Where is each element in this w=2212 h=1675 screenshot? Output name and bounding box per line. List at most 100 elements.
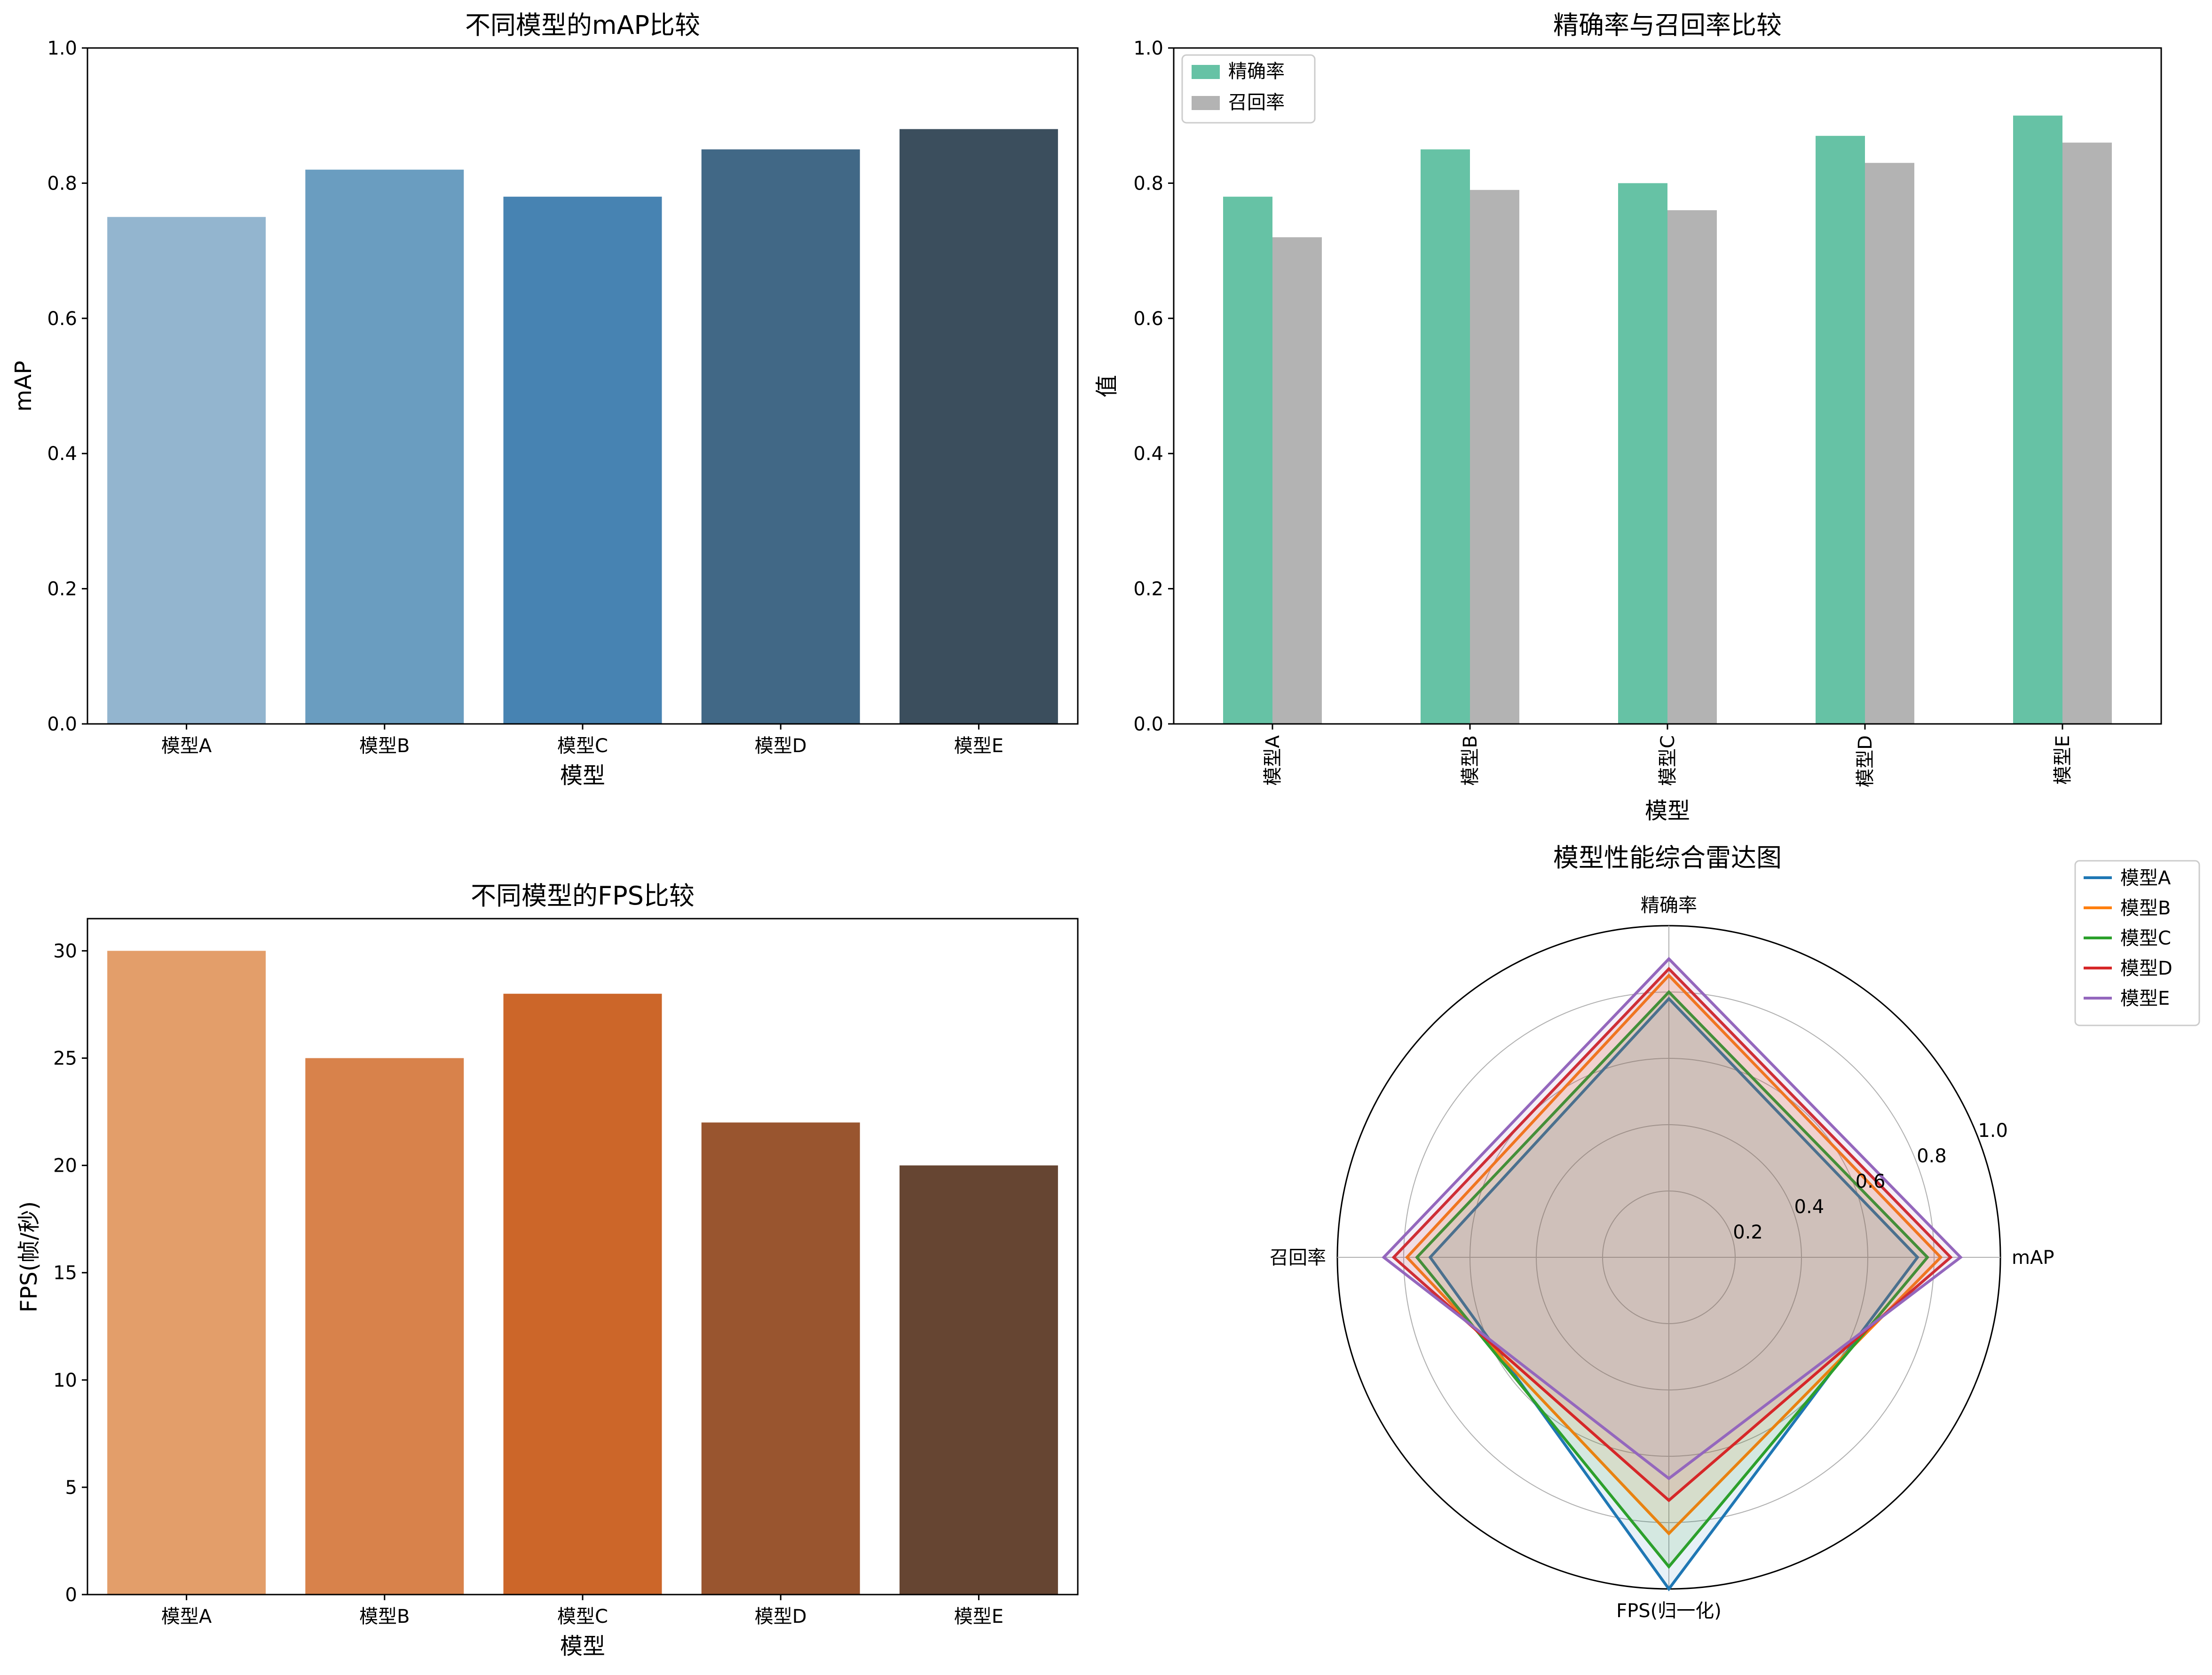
map-y-tick-label: 0.4 <box>47 443 77 465</box>
pr-bar-precision <box>1816 135 1865 724</box>
pr-axes-frame <box>1173 47 2162 725</box>
pr-y-tick-label: 0.0 <box>1133 714 1163 735</box>
fps-y-tick-label: 0 <box>65 1584 77 1606</box>
fps-x-tick-label: 模型C <box>557 1606 608 1627</box>
radar-legend-label-3: 模型C <box>2120 928 2171 949</box>
fps-y-tick-label: 10 <box>53 1370 77 1391</box>
pr-x-tick-label: 模型B <box>1460 735 1481 786</box>
fps-x-tick-label: 模型D <box>755 1606 807 1627</box>
pr-y-ticks: 0.0 0.2 0.4 0.6 0.8 1.0 <box>1133 38 1174 735</box>
fps-x-tick-label: 模型E <box>954 1606 1003 1627</box>
pr-bar-recall <box>2062 143 2112 724</box>
pr-x-tick-label: 模型C <box>1657 735 1679 786</box>
pr-legend-label-precision: 精确率 <box>1228 61 1285 82</box>
map-x-tick-label: 模型D <box>755 735 807 757</box>
radar-chart-title: 模型性能综合雷达图 <box>1553 843 1782 873</box>
pr-x-tick-label: 模型E <box>2052 735 2074 785</box>
fps-x-axis-label: 模型 <box>560 1633 605 1659</box>
pr-bar-recall <box>1865 163 1914 724</box>
radar-series-5 <box>1382 957 1963 1481</box>
radar-legend-label-5: 模型E <box>2120 988 2170 1009</box>
pr-y-tick-label: 0.6 <box>1133 308 1163 330</box>
pr-x-ticks: 模型A 模型B 模型C 模型D 模型E <box>1262 724 2074 787</box>
radar-axis-label: FPS(归一化) <box>1616 1600 1722 1622</box>
map-bar <box>305 169 464 724</box>
fps-y-tick-label: 20 <box>53 1155 77 1177</box>
radar-legend-frame <box>2074 860 2200 1026</box>
fps-bar <box>305 1058 464 1595</box>
fps-bars <box>107 951 1058 1595</box>
map-x-tick-label: 模型C <box>557 735 608 757</box>
fps-y-tick-label: 30 <box>53 940 77 962</box>
radar-series-2 <box>1405 973 1943 1536</box>
pr-bar-precision <box>2013 115 2062 724</box>
map-bars <box>107 129 1058 724</box>
map-x-ticks: 模型A 模型B 模型C 模型D 模型E <box>161 724 1003 757</box>
pr-bar-recall <box>1272 237 1322 724</box>
pr-legend: 精确率 召回率 <box>1181 54 1316 124</box>
radar-axis-label: 召回率 <box>1270 1247 1326 1269</box>
map-x-tick-label: 模型B <box>359 735 410 757</box>
pr-bars <box>1223 115 2112 724</box>
radar-radial-ticks: 0.2 0.4 0.6 0.8 1.0 <box>1733 1120 2008 1243</box>
map-x-tick-label: 模型A <box>161 735 212 757</box>
map-y-tick-label: 0.0 <box>47 714 77 735</box>
pr-chart-title: 精确率与召回率比较 <box>1553 10 1782 40</box>
map-y-tick-label: 0.8 <box>47 173 77 194</box>
radar-radial-tick-label: 1.0 <box>1978 1120 2008 1142</box>
map-x-axis-label: 模型 <box>560 762 605 789</box>
fps-x-ticks: 模型A 模型B 模型C 模型D 模型E <box>161 1595 1003 1627</box>
radar-series-1 <box>1428 996 1920 1592</box>
map-y-axis-label: mAP <box>10 361 37 412</box>
fps-y-ticks: 0 5 10 15 20 25 30 <box>53 940 87 1606</box>
map-bar <box>107 217 266 724</box>
radar-legend: 模型A 模型B 模型C 模型D 模型E <box>2074 860 2200 1026</box>
pr-x-axis-label: 模型 <box>1645 798 1690 824</box>
fps-bar <box>701 1122 860 1595</box>
pr-y-axis-label: 值 <box>1094 375 1120 397</box>
pr-y-tick-label: 0.4 <box>1133 443 1163 465</box>
fps-y-axis-label: FPS(帧/秒) <box>16 1201 42 1313</box>
fps-x-tick-label: 模型B <box>359 1606 410 1627</box>
map-y-tick-label: 0.6 <box>47 308 77 330</box>
pr-bar-precision <box>1618 183 1667 724</box>
radar-series-3 <box>1415 990 1929 1569</box>
pr-x-tick-label: 模型A <box>1262 735 1284 786</box>
pr-bar-recall <box>1667 210 1717 724</box>
map-bar <box>701 149 860 724</box>
radar-radial-tick-label: 0.4 <box>1794 1196 1825 1218</box>
fps-x-tick-label: 模型A <box>161 1606 212 1627</box>
map-y-ticks: 0.0 0.2 0.4 0.6 0.8 1.0 <box>47 38 87 735</box>
map-bar <box>899 129 1058 724</box>
map-bar <box>503 197 662 724</box>
pr-legend-swatch-recall <box>1192 96 1220 110</box>
fps-chart-title: 不同模型的FPS比较 <box>471 881 695 911</box>
map-y-tick-label: 0.2 <box>47 579 77 600</box>
pr-y-tick-label: 1.0 <box>1133 38 1163 59</box>
radar-series-4 <box>1391 967 1953 1502</box>
pr-bar-precision <box>1223 197 1272 724</box>
pr-legend-label-recall: 召回率 <box>1228 92 1285 113</box>
radar-radial-tick-label: 0.8 <box>1917 1145 1947 1167</box>
radar-legend-label-1: 模型A <box>2120 867 2171 889</box>
fps-bar <box>503 993 662 1595</box>
map-y-tick-label: 1.0 <box>47 38 77 59</box>
map-chart-title: 不同模型的mAP比较 <box>465 10 700 40</box>
radar-legend-label-4: 模型D <box>2120 958 2172 979</box>
map-x-tick-label: 模型E <box>954 735 1003 757</box>
pr-legend-swatch-precision <box>1192 65 1220 79</box>
fps-y-tick-label: 25 <box>53 1048 77 1070</box>
fps-bar <box>899 1165 1058 1595</box>
radar-radial-tick-label: 0.6 <box>1856 1171 1886 1192</box>
map-bar-chart: 不同模型的mAP比较 0.00.20.40.60.81.0 模型A 模型B 模型C 模… <box>10 10 1079 789</box>
pr-y-tick-label: 0.2 <box>1133 579 1163 600</box>
radar-series <box>1382 957 1963 1592</box>
radar-axis-label: 精确率 <box>1641 895 1697 916</box>
fps-axes-frame <box>87 918 1079 1596</box>
pr-x-tick-label: 模型D <box>1855 735 1876 787</box>
map-axes-frame <box>87 47 1079 725</box>
fps-y-tick-label: 15 <box>53 1262 77 1284</box>
